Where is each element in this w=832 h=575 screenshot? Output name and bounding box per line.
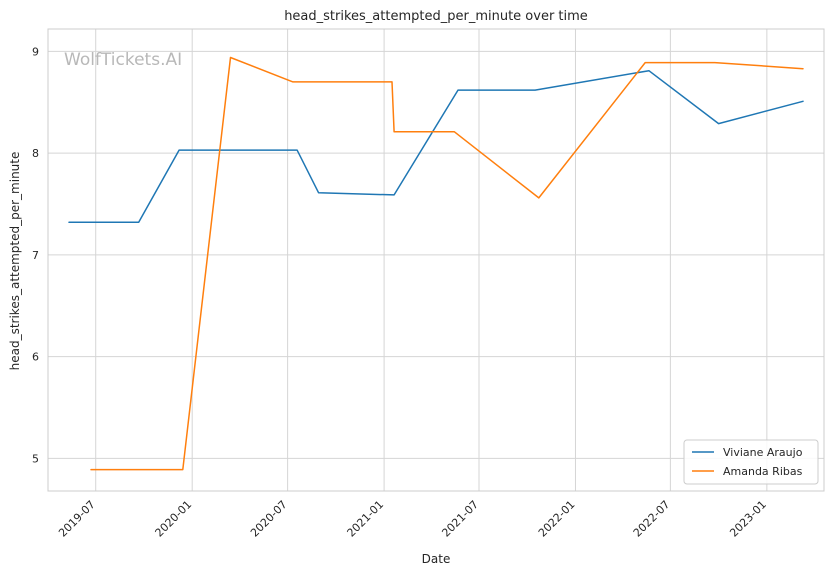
y-tick-label: 6 [32,351,39,364]
series-line-2 [90,56,804,471]
legend-label: Amanda Ribas [723,465,803,478]
plot-border [47,28,825,492]
y-axis-label: head_strikes_attempted_per_minute [8,152,22,371]
y-tick-label: 5 [32,452,39,465]
watermark-logo: WolfTickets.AI [64,50,182,70]
y-tick-label: 8 [32,147,39,160]
legend-box [683,439,819,485]
y-tick-label: 7 [32,249,39,262]
plot-frame [47,28,825,492]
y-tick-label: 9 [32,45,39,58]
series-line-1 [68,69,804,224]
x-axis-label: Date [422,552,451,566]
chart-title: head_strikes_attempted_per_minute over t… [284,9,588,24]
legend: Viviane Araujo Amanda Ribas [683,439,819,485]
legend-label: Viviane Araujo [723,446,803,459]
